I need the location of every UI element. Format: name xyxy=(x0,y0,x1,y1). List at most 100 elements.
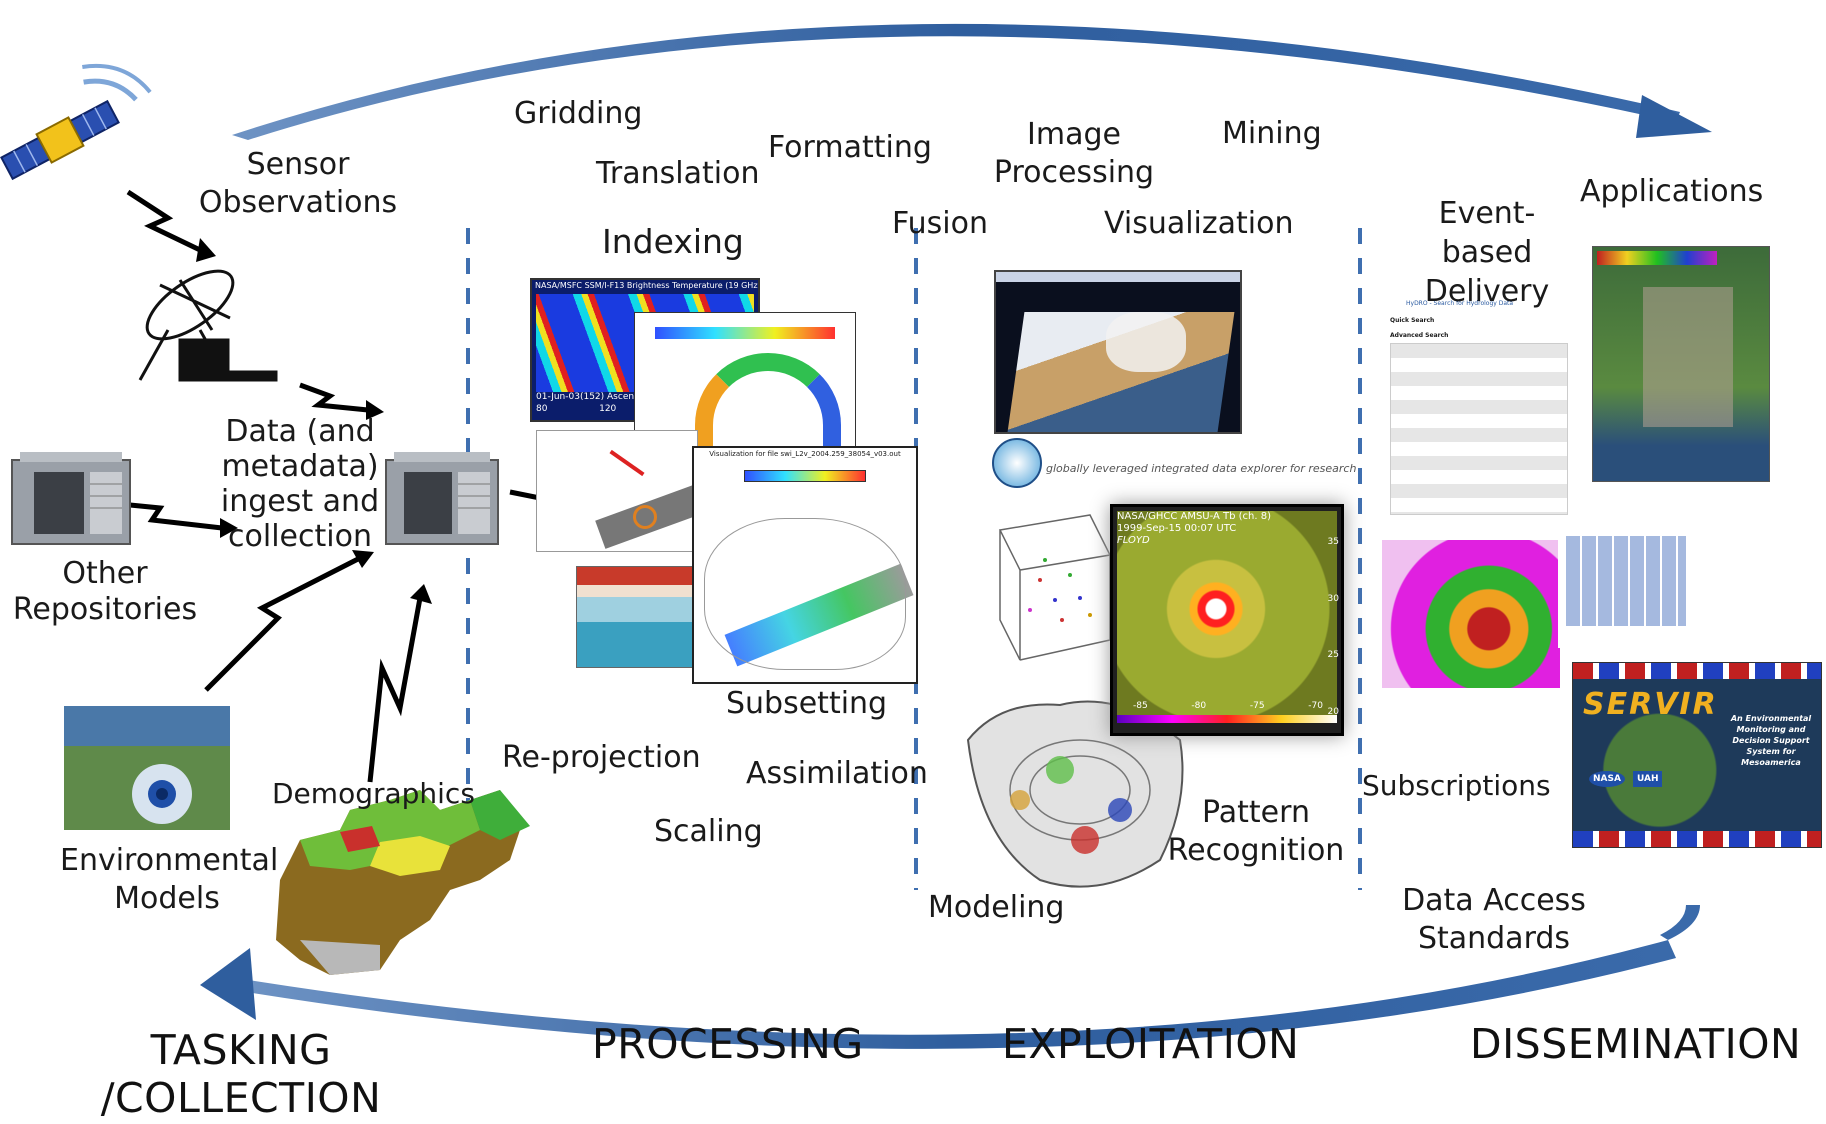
demographics-map xyxy=(276,790,530,975)
phase-tasking-line2: /COLLECTION xyxy=(100,1074,382,1122)
amsu-lat-0: 35 xyxy=(1327,537,1339,547)
hydro-search-thumbnail: HyDRO - Search for Hydrology Data Quick … xyxy=(1390,300,1568,532)
label-fusion: Fusion xyxy=(892,206,988,241)
satellite-globe-thumbnail xyxy=(994,270,1242,434)
ssmi-scale-1: 120 xyxy=(599,404,617,414)
ssmi-footer: 01-Jun-03(152) Ascending ( xyxy=(536,392,661,402)
arrowhead-ingest-4 xyxy=(410,584,432,604)
amsu-lat-2: 25 xyxy=(1327,650,1339,661)
ssmi-scale-0: 80 xyxy=(536,404,548,414)
glider-logo xyxy=(992,438,1042,488)
label-other-line2: Repositories xyxy=(12,592,198,627)
label-event-line2: based xyxy=(1441,235,1533,270)
amsu-title-2: 1999-Sep-15 00:07 UTC xyxy=(1117,523,1237,534)
phase-tasking-line1: TASKING xyxy=(150,1026,332,1074)
bottom-cycle-arrowhead xyxy=(200,948,256,1020)
label-env-line2: Models xyxy=(114,881,220,916)
label-pattern-line2: Recognition xyxy=(1167,833,1345,868)
amsu-lon-0: -85 xyxy=(1133,701,1148,711)
phase-dissemination: DISSEMINATION xyxy=(1470,1020,1802,1068)
amsu-title-1: NASA/GHCC AMSU-A Tb (ch. 8) xyxy=(1117,511,1272,522)
label-sensor-line2: Observations xyxy=(198,185,398,220)
label-data-ingest-line2: metadata) xyxy=(221,449,379,484)
southeast-us-map-thumbnail xyxy=(1592,246,1770,482)
label-environmental-models: Environmental Models xyxy=(60,842,279,918)
hydro-quick-search: Quick Search xyxy=(1390,317,1435,324)
label-event-based-delivery: Event- based Delivery xyxy=(1412,194,1562,311)
servir-title: SERVIR xyxy=(1583,687,1718,722)
label-other-repositories: Other Repositories xyxy=(10,556,200,628)
label-assimilation: Assimilation xyxy=(746,756,928,791)
florida-grid-map-thumbnail xyxy=(1558,528,1716,648)
servir-text-4: System for xyxy=(1746,747,1796,756)
label-mining: Mining xyxy=(1222,116,1322,151)
servir-logo-nasa: NASA xyxy=(1589,771,1625,787)
label-image-line2: Processing xyxy=(993,155,1155,190)
amsu-lat-1: 30 xyxy=(1327,593,1339,604)
satellite-icon xyxy=(0,63,152,181)
label-event-line1: Event- xyxy=(1438,196,1536,231)
radar-dish-icon xyxy=(138,269,278,382)
label-data-ingest: Data (and metadata) ingest and collectio… xyxy=(220,414,380,554)
connector-dish-to-ingest xyxy=(299,382,369,413)
label-das-line2: Standards xyxy=(1417,921,1571,956)
vis-title: Visualization for file swi_L2v_2004.259_… xyxy=(709,450,901,458)
label-event-line3: Delivery xyxy=(1424,274,1550,309)
hydro-title: HyDRO - Search for Hydrology Data xyxy=(1406,300,1514,307)
phase-tasking-collection: TASKING /COLLECTION xyxy=(96,1026,386,1122)
ssmi-title: NASA/MSFC SSM/I-F13 Brightness Temperatu… xyxy=(532,280,758,291)
servir-text-2: Monitoring and xyxy=(1736,725,1806,734)
amsu-lat-3: 20 xyxy=(1327,706,1339,717)
arrowhead-ingest-3 xyxy=(352,550,374,568)
servir-logo-uah: UAH xyxy=(1632,771,1663,787)
arrowhead-ingest-1 xyxy=(366,400,384,420)
label-other-line1: Other xyxy=(62,556,148,591)
arrowhead-ingest-2 xyxy=(220,518,238,538)
amsu-title-3: FLOYD xyxy=(1117,535,1150,546)
label-re-projection: Re-projection xyxy=(502,740,701,775)
label-image-line1: Image xyxy=(1027,117,1121,152)
bottom-cycle-arrow xyxy=(234,940,1676,1049)
glider-caption: globally leveraged integrated data explo… xyxy=(1046,462,1357,475)
connector-satellite-to-dish xyxy=(126,189,202,253)
right-arc-tail xyxy=(1660,905,1700,940)
amsu-hurricane-thumbnail: NASA/GHCC AMSU-A Tb (ch. 8) 1999-Sep-15 … xyxy=(1110,504,1344,736)
server-icon-ingest xyxy=(385,452,499,545)
label-data-ingest-line1: Data (and xyxy=(225,414,375,449)
label-data-ingest-line3: ingest and xyxy=(220,484,380,519)
hydro-advanced-search: Advanced Search xyxy=(1390,332,1449,339)
label-subscriptions: Subscriptions xyxy=(1362,769,1551,802)
label-pattern-line1: Pattern xyxy=(1202,795,1310,830)
label-sensor-observations: Sensor Observations xyxy=(198,146,398,222)
servir-text-1: An Environmental xyxy=(1730,714,1812,723)
label-env-line1: Environmental xyxy=(60,843,279,878)
label-visualization: Visualization xyxy=(1104,206,1294,241)
label-image-processing: Image Processing xyxy=(984,116,1164,192)
label-scaling: Scaling xyxy=(654,814,763,849)
amsu-lon-2: -75 xyxy=(1249,701,1265,711)
amsu-lon-1: -80 xyxy=(1191,701,1207,711)
label-das-line1: Data Access xyxy=(1402,883,1586,918)
connector-models-to-ingest xyxy=(204,555,362,692)
connector-repos-to-ingest xyxy=(129,502,223,531)
label-demographics: Demographics xyxy=(272,777,475,810)
hurricane-model-image xyxy=(64,706,230,830)
label-gridding: Gridding xyxy=(514,96,643,131)
label-indexing: Indexing xyxy=(602,222,744,261)
label-subsetting: Subsetting xyxy=(726,686,888,721)
amsu-lon-3: -70 xyxy=(1308,701,1323,711)
phase-exploitation: EXPLOITATION xyxy=(1002,1020,1300,1068)
label-translation: Translation xyxy=(596,156,760,191)
label-pattern-recognition: Pattern Recognition xyxy=(1166,794,1346,870)
visualization-world-map-thumbnail: Visualization for file swi_L2v_2004.259_… xyxy=(692,446,918,684)
label-data-ingest-line4: collection xyxy=(228,519,372,554)
label-formatting: Formatting xyxy=(768,130,932,165)
top-cycle-arrow xyxy=(232,23,1680,140)
latin-america-vegetation-thumbnail xyxy=(1382,540,1560,688)
label-data-access-standards: Data Access Standards xyxy=(1394,882,1594,958)
servir-text-3: Decision Support xyxy=(1732,736,1810,745)
contour-surface-plot xyxy=(966,700,1184,888)
phase-processing: PROCESSING xyxy=(592,1020,864,1068)
arrowhead-dish xyxy=(196,238,216,262)
